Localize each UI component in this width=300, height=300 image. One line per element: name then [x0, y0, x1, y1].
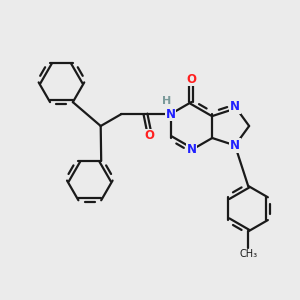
Text: H: H: [162, 96, 171, 106]
Text: N: N: [230, 100, 240, 113]
Text: N: N: [186, 143, 197, 157]
Text: O: O: [145, 129, 155, 142]
Text: N: N: [166, 107, 176, 121]
Text: CH₃: CH₃: [239, 249, 257, 259]
Text: O: O: [186, 73, 197, 86]
Text: N: N: [230, 139, 240, 152]
